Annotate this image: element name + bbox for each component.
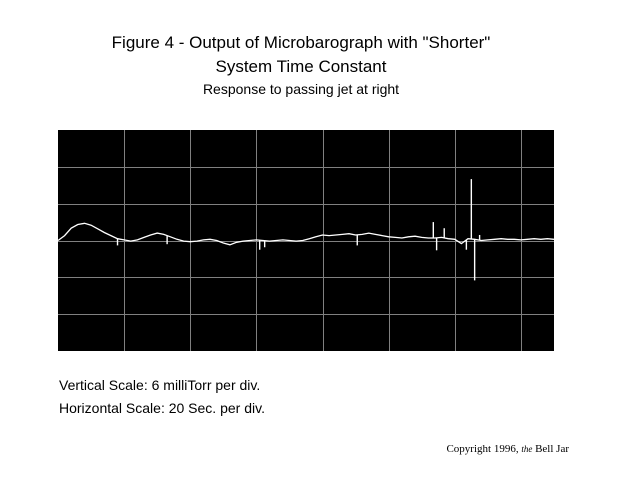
oscillograph-plot: [58, 130, 554, 351]
pressure-trace-0: [58, 222, 554, 246]
copyright-notice: Copyright 1996, the Bell Jar: [446, 443, 569, 455]
vertical-scale-label: Vertical Scale: 6 milliTorr per div.: [59, 377, 261, 393]
figure-title-line2: System Time Constant: [215, 57, 387, 76]
figure-subtitle: Response to passing jet at right: [202, 81, 400, 97]
copyright-prefix: Copyright 1996,: [446, 443, 519, 455]
copyright-name: Bell Jar: [535, 443, 569, 455]
figure-title-line1: Figure 4 - Output of Microbarograph with…: [111, 33, 491, 52]
horizontal-scale-label: Horizontal Scale: 20 Sec. per div.: [59, 400, 265, 416]
copyright-the: the: [521, 444, 533, 454]
plot-svg: [58, 130, 554, 351]
